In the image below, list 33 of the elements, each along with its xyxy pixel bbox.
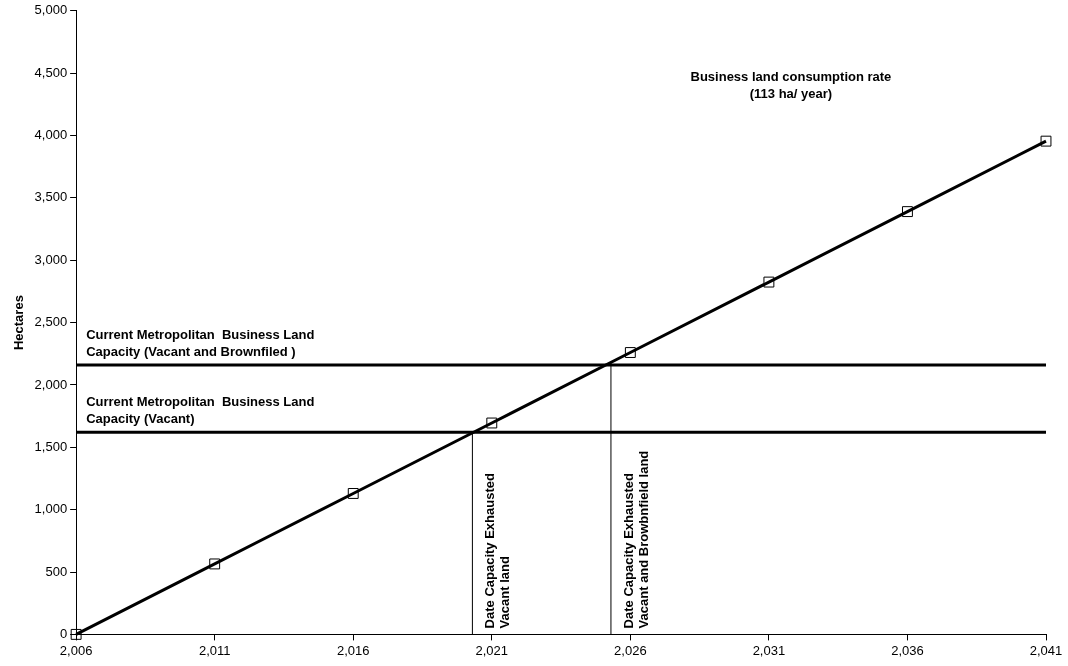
y-tick-label: 3,000 bbox=[34, 251, 68, 267]
x-tick-label: 2,036 bbox=[891, 642, 924, 658]
y-tick-label: 2,000 bbox=[34, 376, 68, 392]
point bbox=[347, 488, 359, 499]
x-tick-label: 2,016 bbox=[336, 642, 370, 658]
y-axis-title: Hectares bbox=[11, 295, 27, 351]
y-tick-label: 0 bbox=[59, 625, 68, 641]
point bbox=[486, 417, 498, 429]
ref-line-label: Date Capacity Exhausted Vacant land bbox=[482, 473, 513, 629]
y-tick-label: 4,500 bbox=[34, 64, 68, 80]
y-tick-label: 2,500 bbox=[34, 314, 68, 330]
x-tick-label: 2,011 bbox=[198, 642, 231, 658]
ref-line-label: Date Capacity Exhausted Vacant and Browbnfield land bbox=[621, 450, 652, 629]
x-tick-label: 2,026 bbox=[614, 642, 647, 658]
point bbox=[209, 558, 221, 570]
y-tick-label: 500 bbox=[45, 563, 68, 579]
ref-line-label: Current Metropolitan Business Land Capacity (Vacant) bbox=[86, 394, 315, 427]
point bbox=[902, 206, 913, 218]
ref-line-label: Current Metropolitan Business Land Capacity (Vacant and Brownfiled ) bbox=[86, 327, 315, 360]
x-tick-label: 2,006 bbox=[59, 642, 93, 658]
y-tick-label: 1,500 bbox=[34, 438, 68, 454]
y-tick-label: 5,000 bbox=[34, 2, 68, 18]
y-tick-label: 3,500 bbox=[34, 189, 68, 205]
x-tick-label: 2,041 bbox=[1029, 642, 1063, 658]
point bbox=[624, 347, 636, 358]
point bbox=[70, 628, 82, 640]
y-tick-label: 1,000 bbox=[34, 501, 68, 517]
point bbox=[763, 276, 775, 288]
x-tick-label: 2,021 bbox=[475, 642, 509, 658]
x-tick-label: 2,031 bbox=[752, 642, 786, 658]
y-tick-label: 4,000 bbox=[34, 127, 68, 143]
annotation: Business land consumption rate (113 ha/ year) bbox=[690, 68, 892, 101]
point bbox=[1040, 135, 1052, 147]
